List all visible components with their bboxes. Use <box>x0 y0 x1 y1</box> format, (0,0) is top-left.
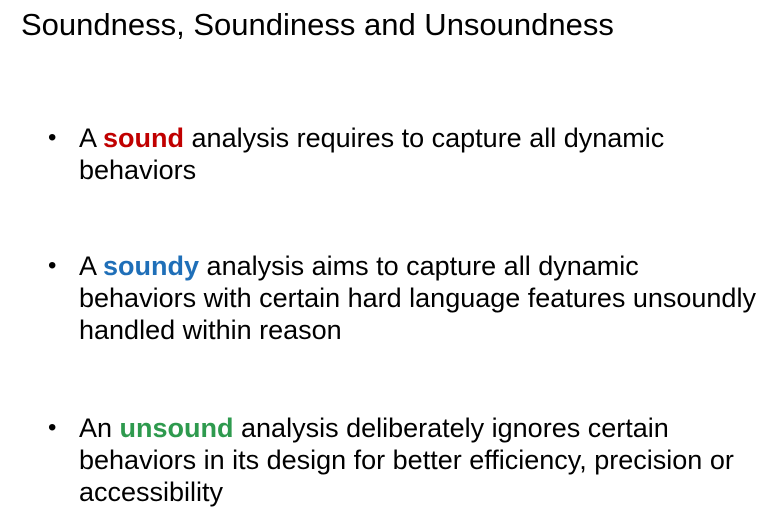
bullet-text: analysis deliberately ignores certain be… <box>79 413 734 507</box>
bullet-text: analysis requires to capture all dynamic… <box>79 123 665 185</box>
keyword-sound: sound <box>103 123 185 153</box>
bullet-sound: • A sound analysis requires to capture a… <box>48 122 759 186</box>
bullet-dot-icon: • <box>48 414 57 441</box>
bullet-dot-icon: • <box>48 124 57 151</box>
bullet-unsound: • An unsound analysis deliberately ignor… <box>48 412 759 508</box>
bullet-prefix: A <box>79 123 104 153</box>
bullet-prefix: A <box>79 251 104 281</box>
slide-title: Soundness, Soundiness and Unsoundness <box>21 7 614 42</box>
bullet-dot-icon: • <box>48 252 57 279</box>
bullet-text: analysis aims to capture all dynamic beh… <box>79 251 756 345</box>
keyword-soundy: soundy <box>103 251 200 281</box>
bullet-prefix: An <box>79 413 120 443</box>
bullet-soundy: • A soundy analysis aims to capture all … <box>48 250 759 346</box>
keyword-unsound: unsound <box>119 413 234 443</box>
